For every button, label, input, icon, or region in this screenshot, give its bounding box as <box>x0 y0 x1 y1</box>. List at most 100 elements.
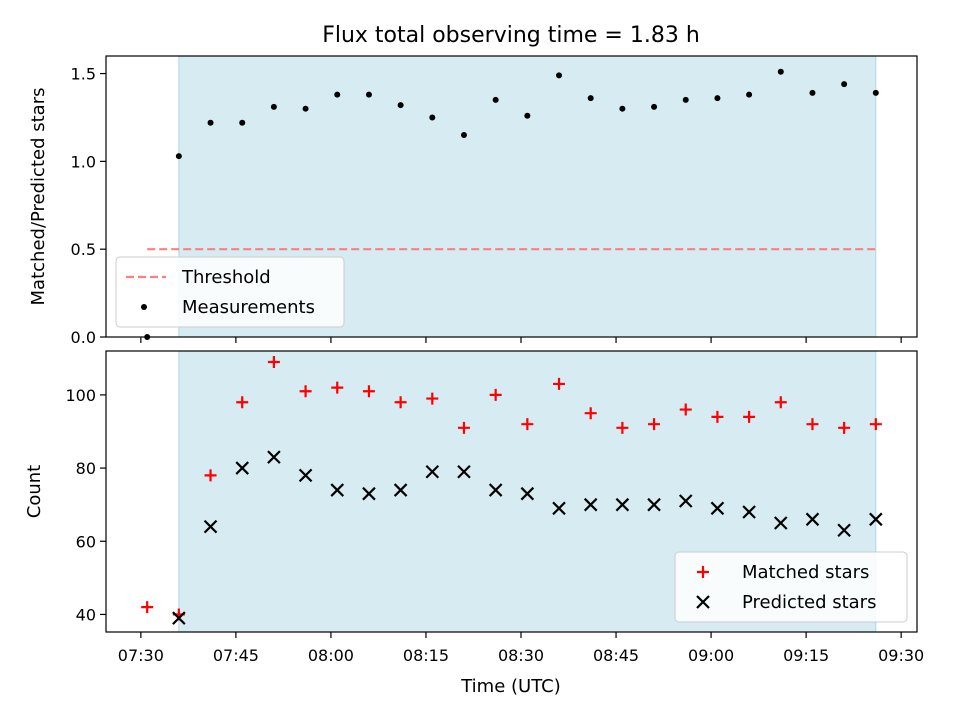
legend: Threshold Measurements <box>115 256 345 328</box>
x-tick-label: 08:00 <box>308 646 354 665</box>
data-point <box>203 519 218 534</box>
data-point <box>746 91 753 98</box>
data-point <box>362 385 375 398</box>
legend-dot-swatch <box>141 304 147 310</box>
data-point <box>393 483 408 497</box>
data-point <box>647 497 661 512</box>
y-tick-label: 80 <box>76 459 96 478</box>
data-point <box>838 421 851 434</box>
y-tick-label: 40 <box>76 605 96 624</box>
data-point <box>837 523 851 538</box>
data-point <box>236 396 249 409</box>
data-point <box>429 114 436 121</box>
data-point <box>682 96 689 103</box>
y-tick-label: 0.5 <box>71 240 96 259</box>
data-point <box>552 501 566 516</box>
data-point <box>394 396 407 409</box>
data-point <box>710 501 725 516</box>
data-point <box>556 72 563 79</box>
data-point <box>489 388 502 401</box>
axes-frame <box>105 350 918 633</box>
data-point <box>777 68 784 75</box>
data-point <box>175 153 182 160</box>
data-point <box>235 461 250 475</box>
y-axis-label: Count <box>24 465 45 518</box>
y-tick-label: 60 <box>76 532 96 551</box>
data-point <box>330 483 345 497</box>
x-tick-label: 08:30 <box>498 646 544 665</box>
data-point <box>267 355 280 368</box>
data-point <box>805 512 820 527</box>
data-point <box>619 105 626 112</box>
chart-title: Flux total observing time = 1.83 h <box>322 23 700 48</box>
x-tick-label: 07:30 <box>118 646 164 665</box>
legend-label: Matched stars <box>742 562 869 583</box>
y-tick-label: 1.0 <box>71 152 96 171</box>
data-point <box>583 497 598 512</box>
data-point <box>457 421 470 434</box>
data-point <box>587 95 594 102</box>
data-point <box>141 601 154 614</box>
data-point <box>425 464 440 479</box>
legend-x-swatch <box>696 595 710 609</box>
data-point <box>809 89 816 96</box>
y-axis-label: Matched/Predicted stars <box>28 88 49 306</box>
legend-plus-swatch <box>697 566 709 578</box>
x-tick-label: 09:15 <box>783 646 829 665</box>
data-point <box>651 103 658 110</box>
data-point <box>362 486 376 501</box>
y-tick-label: 0.0 <box>71 328 96 347</box>
data-point <box>553 377 566 390</box>
x-tick-label: 09:30 <box>878 646 924 665</box>
count-panel: 40 60 80 100 07:30 07:45 08:00 08:15 08:30 08:45 0… <box>24 350 924 665</box>
data-point <box>869 418 882 431</box>
data-point <box>678 494 693 508</box>
y-tick-label: 100 <box>65 386 96 405</box>
data-point <box>521 418 534 431</box>
data-point <box>679 403 692 416</box>
data-point <box>239 119 246 126</box>
series-predicted-stars <box>172 450 883 625</box>
data-point <box>743 410 756 423</box>
data-point <box>774 396 787 409</box>
data-point <box>492 96 499 103</box>
data-point <box>331 381 344 394</box>
data-point <box>869 512 883 527</box>
data-point <box>711 410 724 423</box>
data-point <box>426 392 439 405</box>
axes-frame <box>105 55 918 338</box>
legend: Matched stars Predicted stars <box>674 551 908 623</box>
ratio-panel: 0.0 0.5 1.0 1.5 Matched/Predicted stars Thres… <box>28 55 918 347</box>
data-point <box>457 464 471 479</box>
data-point <box>806 418 819 431</box>
data-point <box>299 385 312 398</box>
data-point <box>714 95 721 102</box>
x-tick-label: 08:15 <box>403 646 449 665</box>
data-point <box>648 418 661 431</box>
legend-label: Threshold <box>181 267 271 288</box>
x-tick-label: 08:45 <box>593 646 639 665</box>
data-point <box>172 611 186 625</box>
data-point <box>460 132 467 139</box>
legend-box <box>674 551 908 623</box>
data-point <box>872 89 879 96</box>
data-point <box>841 81 848 88</box>
data-point <box>520 486 535 501</box>
data-point <box>742 505 756 519</box>
x-tick-label: 09:00 <box>688 646 734 665</box>
data-point <box>270 103 277 110</box>
legend-label: Predicted stars <box>742 592 876 613</box>
data-point <box>397 102 404 109</box>
data-point <box>267 450 281 464</box>
x-tick-label: 07:45 <box>213 646 259 665</box>
y-tick-label: 1.5 <box>71 65 96 84</box>
data-point <box>488 483 503 497</box>
data-point <box>302 105 309 112</box>
data-point <box>584 407 597 420</box>
data-point <box>334 91 341 98</box>
series-matched-stars <box>141 355 882 621</box>
data-point <box>615 497 630 512</box>
x-axis-label: Time (UTC) <box>460 676 561 697</box>
legend-label: Measurements <box>182 297 315 318</box>
